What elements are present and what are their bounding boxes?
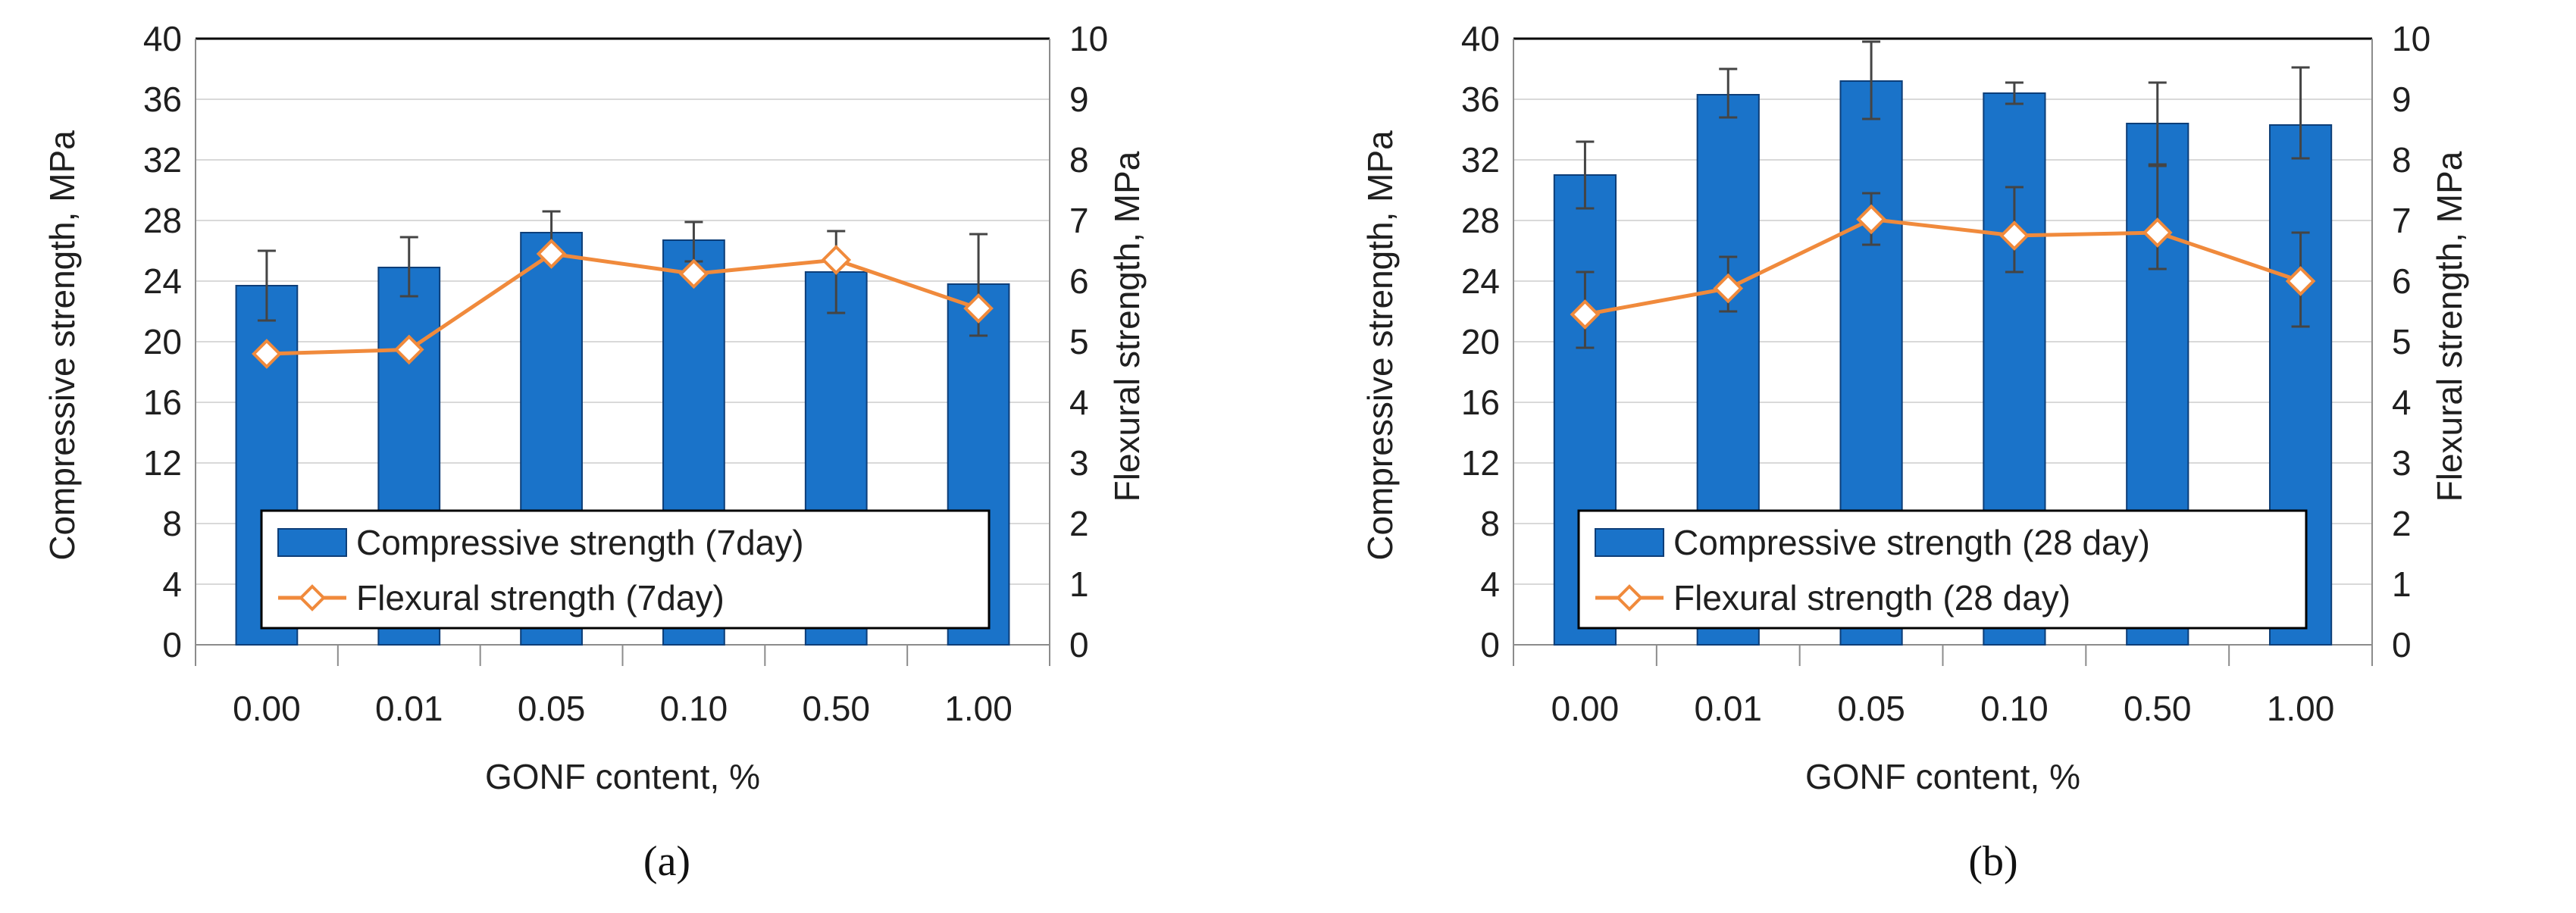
- x-axis-title: GONF content, %: [485, 757, 760, 796]
- x-tick-label: 0.10: [660, 689, 728, 728]
- data-point-marker: [2285, 266, 2316, 296]
- y-axis-title: Compressive strength, MPa: [42, 130, 82, 561]
- y2-tick-label: 6: [2392, 261, 2412, 301]
- data-point-marker: [1856, 204, 1886, 235]
- y-tick-label: 28: [143, 201, 182, 240]
- legend-label: Compressive strength (28 day): [1673, 523, 2150, 562]
- y-tick-label: 12: [1461, 443, 1500, 483]
- x-tick-label: 0.05: [518, 689, 586, 728]
- y2-tick-label: 8: [2392, 140, 2412, 180]
- legend-box: [260, 509, 991, 630]
- y-tick-label: 8: [162, 504, 182, 543]
- data-point-marker: [1570, 299, 1601, 330]
- y-tick-label: 24: [1461, 261, 1500, 301]
- y2-tick-label: 0: [2392, 625, 2412, 664]
- y-tick-label: 24: [143, 261, 182, 301]
- y-tick-label: 16: [143, 383, 182, 422]
- y2-tick-label: 7: [2392, 201, 2412, 240]
- y2-tick-label: 5: [1069, 322, 1089, 361]
- panel-label: (a): [643, 838, 690, 885]
- x-axis-title: GONF content, %: [1805, 757, 2080, 796]
- y2-tick-label: 6: [1069, 261, 1089, 301]
- y-tick-label: 20: [143, 322, 182, 361]
- panel-label: (b): [1968, 838, 2017, 885]
- y-tick-label: 8: [1480, 504, 1500, 543]
- x-tick-label: 0.50: [2124, 689, 2192, 728]
- y-tick-label: 4: [1480, 564, 1500, 604]
- y-tick-label: 0: [162, 625, 182, 664]
- y-tick-label: 40: [1461, 19, 1500, 58]
- y2-tick-label: 0: [1069, 625, 1089, 664]
- y-tick-label: 40: [143, 19, 182, 58]
- y-tick-label: 0: [1480, 625, 1500, 664]
- y-tick-label: 20: [1461, 322, 1500, 361]
- y2-tick-label: 7: [1069, 201, 1089, 240]
- y-tick-label: 4: [162, 564, 182, 604]
- y2-tick-label: 3: [2392, 443, 2412, 483]
- x-tick-label: 0.00: [1551, 689, 1620, 728]
- data-point-marker: [963, 293, 994, 324]
- x-tick-label: 1.00: [944, 689, 1013, 728]
- x-tick-label: 0.00: [233, 689, 301, 728]
- y2-tick-label: 1: [2392, 564, 2412, 604]
- y2-tick-label: 2: [2392, 504, 2412, 543]
- legend-bar-swatch: [277, 528, 347, 557]
- y2-tick-label: 2: [1069, 504, 1089, 543]
- y2-tick-label: 4: [2392, 383, 2412, 422]
- y2-tick-label: 1: [1069, 564, 1089, 604]
- legend-label: Compressive strength (7day): [356, 523, 804, 562]
- y-axis-title: Compressive strength, MPa: [1360, 130, 1400, 561]
- y2-tick-label: 5: [2392, 322, 2412, 361]
- y-tick-label: 36: [143, 80, 182, 119]
- y-tick-label: 36: [1461, 80, 1500, 119]
- y2-tick-label: 9: [2392, 80, 2412, 119]
- legend-label: Flexural strength (7day): [356, 578, 725, 618]
- series-line: [266, 252, 979, 356]
- x-tick-label: 0.01: [1694, 689, 1762, 728]
- x-tick-label: 0.05: [1837, 689, 1905, 728]
- legend-box: [1577, 509, 2308, 630]
- y-tick-label: 16: [1461, 383, 1500, 422]
- legend-bar-swatch: [1595, 528, 1664, 557]
- data-point-marker: [678, 258, 709, 289]
- y2-tick-label: 8: [1069, 140, 1089, 180]
- y2-tick-label: 3: [1069, 443, 1089, 483]
- y2-tick-label: 4: [1069, 383, 1089, 422]
- data-point-marker: [1999, 220, 2030, 251]
- data-point-marker: [2142, 217, 2173, 248]
- x-tick-label: 0.10: [1980, 689, 2049, 728]
- x-tick-label: 1.00: [2267, 689, 2335, 728]
- legend-label: Flexural strength (28 day): [1673, 578, 2071, 618]
- x-tick-label: 0.01: [375, 689, 443, 728]
- y2-tick-label: 10: [1069, 19, 1108, 58]
- series-line: [1584, 217, 2302, 317]
- legend-marker-swatch: [1616, 584, 1643, 611]
- data-point-marker: [821, 245, 852, 275]
- y-tick-label: 32: [1461, 140, 1500, 180]
- y2-axis-title: Flexural strength, MPa: [2430, 151, 2469, 502]
- data-point-marker: [393, 334, 424, 365]
- y-tick-label: 32: [143, 140, 182, 180]
- legend-marker-swatch: [299, 584, 326, 611]
- y2-tick-label: 9: [1069, 80, 1089, 119]
- y2-tick-label: 10: [2392, 19, 2430, 58]
- y-tick-label: 28: [1461, 201, 1500, 240]
- data-point-marker: [252, 339, 282, 369]
- data-point-marker: [1713, 273, 1744, 304]
- x-tick-label: 0.50: [802, 689, 870, 728]
- data-point-marker: [536, 239, 567, 269]
- y2-axis-title: Flexural strength, MPa: [1107, 151, 1147, 502]
- y-tick-label: 12: [143, 443, 182, 483]
